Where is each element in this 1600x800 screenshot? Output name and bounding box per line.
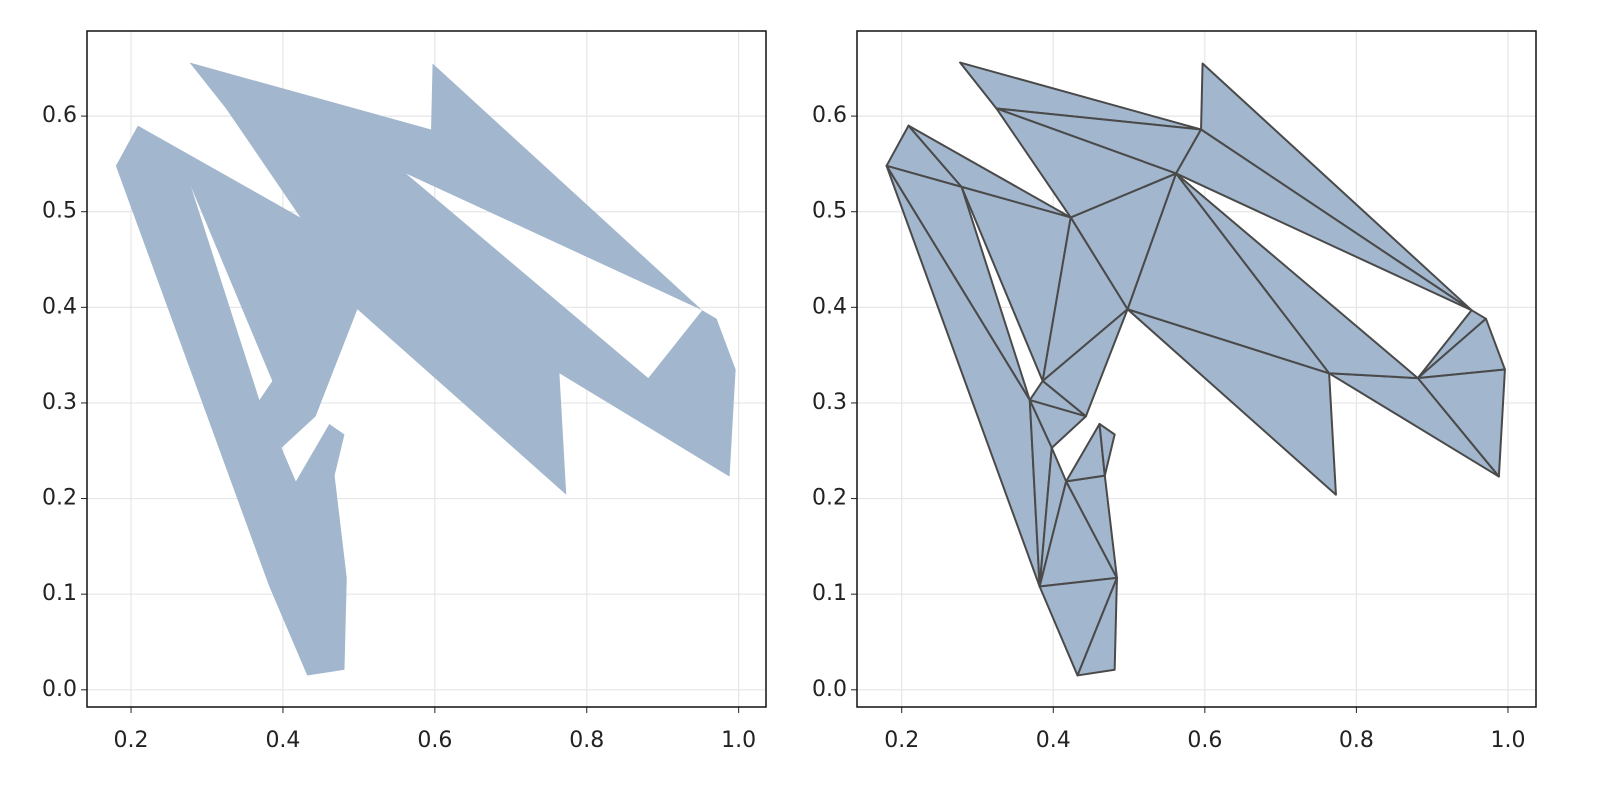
x-tick-label: 0.2 — [114, 728, 149, 753]
triangle — [1098, 422, 1116, 477]
polygon — [115, 62, 736, 676]
plot-frame — [86, 30, 767, 708]
x-tick-label: 1.0 — [721, 728, 756, 753]
y-tick-label: 0.0 — [812, 677, 847, 702]
x-tick-label: 0.6 — [417, 728, 452, 753]
plot-frame — [856, 30, 1537, 708]
triangle — [1065, 422, 1106, 483]
x-tick-label: 0.4 — [265, 728, 300, 753]
y-tick-label: 0.6 — [42, 103, 77, 128]
y-tick-label: 0.0 — [42, 677, 77, 702]
y-tick-label: 0.1 — [42, 581, 77, 606]
y-tick-label: 0.3 — [42, 390, 77, 415]
triangle — [1175, 128, 1473, 312]
y-tick-label: 0.2 — [42, 486, 77, 511]
y-tick-label: 0.3 — [812, 390, 847, 415]
y-tick-label: 0.6 — [812, 103, 847, 128]
y-tick-label: 0.4 — [812, 294, 847, 319]
triangle — [995, 107, 1178, 219]
triangle — [1076, 576, 1118, 677]
y-tick-label: 0.1 — [812, 581, 847, 606]
y-tick-label: 0.2 — [812, 486, 847, 511]
x-tick-label: 0.2 — [884, 728, 919, 753]
x-tick-label: 0.4 — [1036, 728, 1071, 753]
y-tick-label: 0.4 — [42, 294, 77, 319]
x-tick-label: 0.6 — [1187, 728, 1222, 753]
x-tick-label: 0.8 — [569, 728, 604, 753]
x-tick-label: 1.0 — [1490, 728, 1525, 753]
y-tick-label: 0.5 — [42, 199, 77, 224]
y-tick-label: 0.5 — [812, 199, 847, 224]
x-tick-label: 0.8 — [1339, 728, 1374, 753]
